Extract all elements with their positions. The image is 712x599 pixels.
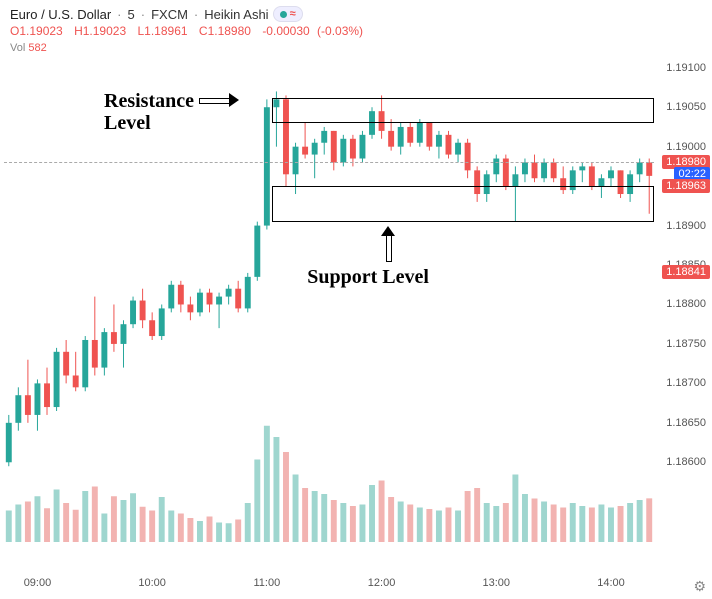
arrow-right-icon [199,93,239,107]
support-annotation: Support Level [347,226,429,288]
symbol-name[interactable]: Euro / U.S. Dollar [10,7,111,22]
y-tick: 1.19050 [666,101,706,113]
status-dot-icon [280,11,287,18]
chart-type[interactable]: Heikin Ashi [204,7,268,22]
last-price-line [4,162,654,163]
price-tag: 1.18841 [662,265,710,279]
y-tick: 1.18800 [666,298,706,310]
dot-sep: · [117,7,121,22]
interval[interactable]: 5 [128,7,135,22]
x-tick: 14:00 [597,577,625,589]
y-tick: 1.19000 [666,141,706,153]
x-axis[interactable]: 09:00 10:00 11:00 12:00 13:00 14:00 [4,577,654,595]
y-tick: 1.18750 [666,338,706,350]
x-tick: 09:00 [24,577,52,589]
x-tick: 13:00 [483,577,511,589]
arrow-up-icon [381,226,395,262]
x-tick: 12:00 [368,577,396,589]
status-approx-icon: ≈ [290,8,296,20]
ohlc-low: 1.18961 [144,24,187,38]
dot-sep: · [194,7,198,22]
zone-box [272,186,654,222]
dot-sep: · [141,7,145,22]
ohlc-row: O1.19023 H1.19023 L1.18961 C1.18980 -0.0… [10,24,702,38]
support-label: Support Level [307,266,429,288]
title-row: Euro / U.S. Dollar · 5 · FXCM · Heikin A… [10,6,702,22]
zone-box [272,98,654,123]
chart-header: Euro / U.S. Dollar · 5 · FXCM · Heikin A… [0,0,712,56]
ohlc-high: 1.19023 [83,24,126,38]
provider: FXCM [151,7,188,22]
overlay-layer: Resistance Level Support Level [4,52,654,572]
y-tick: 1.19100 [666,62,706,74]
ohlc-chg: -0.00030 [262,24,309,38]
y-tick: 1.18900 [666,220,706,232]
y-axis[interactable]: 1.191001.190501.190001.189501.189001.188… [654,52,710,572]
resistance-annotation: Resistance Level [104,90,239,134]
ohlc-open: 1.19023 [19,24,62,38]
resistance-label: Resistance [104,90,194,112]
status-badge: ≈ [273,6,303,22]
x-tick: 11:00 [254,577,281,589]
ohlc-pct: (-0.03%) [317,24,363,38]
y-tick: 1.18700 [666,377,706,389]
gear-icon[interactable]: ⚙ [693,578,706,595]
x-tick: 10:00 [138,577,166,589]
resistance-label-2: Level [104,112,151,134]
y-tick: 1.18600 [666,456,706,468]
ohlc-close: 1.18980 [208,24,251,38]
chart-area[interactable]: Resistance LevelSupport Level 1.191001.1… [4,52,654,572]
y-tick: 1.18650 [666,417,706,429]
price-tag: 1.18963 [662,179,710,193]
